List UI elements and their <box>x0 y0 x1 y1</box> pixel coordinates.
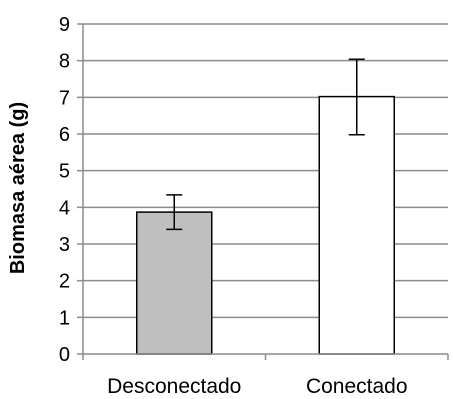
x-category-labels: Desconectado Conectado <box>107 375 407 398</box>
bar-desconectado <box>136 211 213 355</box>
y-tick-labels: 0 1 2 3 4 5 6 7 8 9 <box>59 14 70 366</box>
y-tick-label: 0 <box>59 344 70 366</box>
y-tick-label: 8 <box>59 51 70 73</box>
x-category-label: Desconectado <box>107 375 241 398</box>
axes <box>77 23 449 360</box>
y-tick-label: 6 <box>59 124 70 146</box>
y-tick-label: 2 <box>59 271 70 293</box>
error-bar-conectado <box>348 58 365 136</box>
y-axis-title: Biomasa aérea (g) <box>7 102 29 274</box>
x-category-label: Conectado <box>306 375 408 398</box>
error-bar-desconectado <box>166 194 183 231</box>
y-tick-label: 1 <box>59 307 70 329</box>
y-tick-label: 4 <box>59 197 70 219</box>
y-tick-label: 7 <box>59 87 70 109</box>
y-tick-label: 9 <box>59 14 70 36</box>
y-tick-label: 3 <box>59 234 70 256</box>
bars <box>136 95 395 355</box>
error-bars <box>166 58 365 231</box>
y-tick-label: 5 <box>59 161 70 183</box>
